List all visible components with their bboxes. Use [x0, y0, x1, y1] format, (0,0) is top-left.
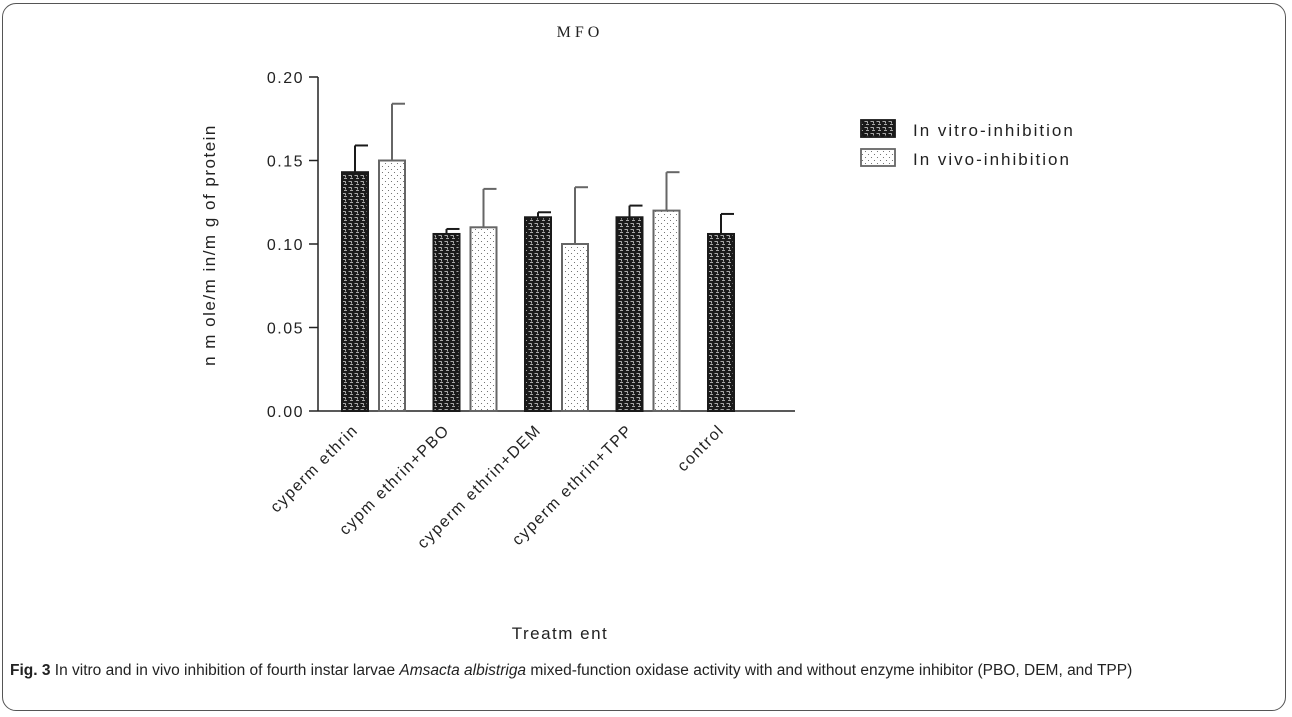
bar-invitro — [432, 232, 461, 412]
x-tick-label: control — [674, 422, 727, 475]
bar-invivo — [469, 226, 498, 412]
y-axis-label: n m ole/m in/m g of protein — [200, 124, 219, 366]
bar-invitro — [524, 216, 552, 412]
y-tick-label: 0.00 — [267, 404, 304, 421]
x-axis-label: Treatm ent — [512, 624, 609, 643]
y-tick-label: 0.05 — [267, 321, 304, 338]
caption-text-2: mixed-function oxidase activity with and… — [526, 662, 1133, 679]
chart-title: M F O — [557, 24, 600, 41]
legend: In vitro-inhibition In vivo-inhibition — [860, 119, 1075, 169]
y-tick-label: 0.15 — [267, 154, 304, 171]
x-tick-label: cyperm ethrin — [267, 422, 361, 516]
legend-label-invivo: In vivo-inhibition — [913, 150, 1071, 169]
bars-group — [341, 102, 735, 412]
bar-invivo — [561, 243, 589, 412]
y-tick-label: 0.10 — [267, 237, 304, 254]
caption-text-1: In vitro and in vivo inhibition of fourt… — [50, 662, 400, 679]
bar-invitro — [615, 216, 644, 412]
y-tick-label: 0.20 — [267, 70, 304, 87]
figure-frame — [2, 3, 1286, 711]
bar-invitro — [341, 171, 369, 412]
bar-invitro — [707, 232, 735, 412]
legend-label-invitro: In vitro-inhibition — [913, 121, 1075, 140]
legend-swatch-invivo — [860, 148, 896, 167]
bar-chart: M F O n m ole/m in/m g of protein Treatm… — [200, 24, 1075, 643]
bar-invivo — [378, 159, 406, 412]
figure-caption: Fig. 3 In vitro and in vivo inhibition o… — [10, 660, 1275, 681]
caption-label: Fig. 3 — [10, 662, 51, 679]
legend-swatch-invitro — [860, 119, 896, 138]
bar-invivo — [652, 209, 681, 412]
caption-species: Amsacta albistriga — [399, 662, 527, 679]
y-axis: 0.00 0.05 0.10 0.15 0.20 — [267, 70, 319, 421]
